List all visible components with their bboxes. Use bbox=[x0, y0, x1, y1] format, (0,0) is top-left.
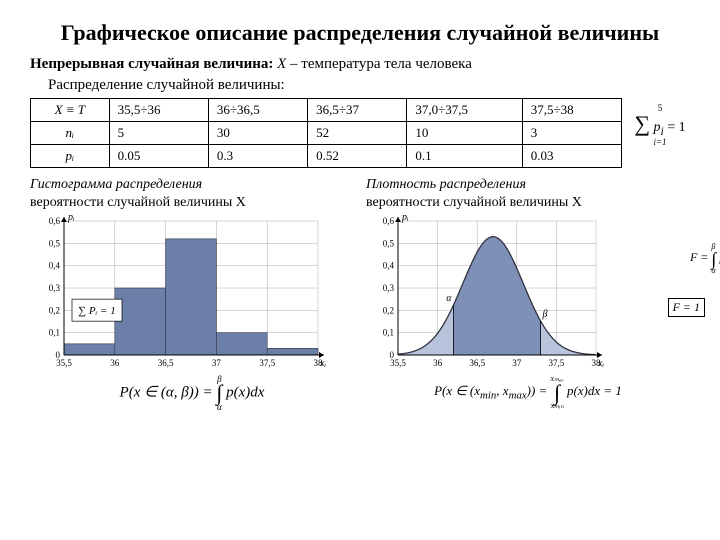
svg-text:36: 36 bbox=[433, 358, 443, 368]
subtitle-desc: – температура тела человека bbox=[290, 56, 472, 72]
subtitle: Непрерывная случайная величина: X – темп… bbox=[30, 56, 690, 73]
svg-text:∑ Pᵢ = 1: ∑ Pᵢ = 1 bbox=[78, 306, 115, 318]
sum-formula: 5 ∑ pi = 1 i=1 bbox=[630, 98, 690, 146]
density-side-formula-2: F = 1 bbox=[668, 298, 705, 317]
svg-text:35,5: 35,5 bbox=[56, 358, 72, 368]
density-chart: 00,10,20,30,40,50,635,53636,53737,538αβp… bbox=[366, 213, 690, 373]
svg-text:pᵢ: pᵢ bbox=[67, 213, 75, 223]
table-cell: 36÷36,5 bbox=[208, 99, 307, 122]
distribution-table: X ≡ T 35,5÷36 36÷36,5 36,5÷37 37,0÷37,5 … bbox=[30, 98, 622, 168]
svg-text:37,5: 37,5 bbox=[549, 358, 565, 368]
table-cell: 0.52 bbox=[308, 145, 407, 168]
svg-text:0,4: 0,4 bbox=[49, 261, 61, 271]
svg-text:xᵢ: xᵢ bbox=[597, 358, 604, 369]
svg-text:0,3: 0,3 bbox=[49, 283, 61, 293]
subtitle-label: Непрерывная случайная величина: bbox=[30, 56, 273, 72]
svg-text:0,5: 0,5 bbox=[49, 239, 61, 249]
subtitle2: Распределение случайной величины: bbox=[48, 77, 690, 94]
svg-text:0,2: 0,2 bbox=[49, 306, 60, 316]
svg-text:0,3: 0,3 bbox=[383, 283, 395, 293]
svg-text:36,5: 36,5 bbox=[469, 358, 485, 368]
table-row: nᵢ 5 30 52 10 3 bbox=[31, 122, 622, 145]
row-label: X ≡ T bbox=[31, 99, 110, 122]
density-title: Плотность распределения вероятности случ… bbox=[366, 176, 690, 211]
table-cell: 35,5÷36 bbox=[109, 99, 208, 122]
page-title: Графическое описание распределения случа… bbox=[30, 20, 690, 46]
svg-text:0,6: 0,6 bbox=[383, 216, 395, 226]
table-cell: 36,5÷37 bbox=[308, 99, 407, 122]
table-cell: 3 bbox=[522, 122, 621, 145]
histogram-title: Гистограмма распределения вероятности сл… bbox=[30, 176, 354, 211]
svg-text:37: 37 bbox=[512, 358, 522, 368]
table-cell: 30 bbox=[208, 122, 307, 145]
table-cell: 5 bbox=[109, 122, 208, 145]
table-row: pᵢ 0.05 0.3 0.52 0.1 0.03 bbox=[31, 145, 622, 168]
histogram-formula: P(x ∈ (α, β)) = β∫α p(x)dx bbox=[30, 375, 354, 411]
table-cell: 37,0÷37,5 bbox=[407, 99, 522, 122]
table-row: X ≡ T 35,5÷36 36÷36,5 36,5÷37 37,0÷37,5 … bbox=[31, 99, 622, 122]
svg-text:pᵢ: pᵢ bbox=[401, 213, 409, 223]
svg-text:xᵢ: xᵢ bbox=[319, 358, 326, 369]
row-label: pᵢ bbox=[31, 145, 110, 168]
density-formula: P(x ∈ (xmin, xmax)) = xₘₐₓ∫xₘᵢₙ p(x)dx =… bbox=[366, 375, 690, 409]
svg-text:37,5: 37,5 bbox=[259, 358, 275, 368]
density-side-formula-1: F = β∫α p(x)dx bbox=[690, 243, 720, 274]
svg-text:0,6: 0,6 bbox=[49, 216, 61, 226]
svg-text:35,5: 35,5 bbox=[390, 358, 406, 368]
table-cell: 0.3 bbox=[208, 145, 307, 168]
table-cell: 0.05 bbox=[109, 145, 208, 168]
row-label: nᵢ bbox=[31, 122, 110, 145]
table-cell: 0.03 bbox=[522, 145, 621, 168]
table-cell: 37,5÷38 bbox=[522, 99, 621, 122]
svg-text:0,1: 0,1 bbox=[383, 328, 394, 338]
svg-text:0,2: 0,2 bbox=[383, 306, 394, 316]
svg-text:0,4: 0,4 bbox=[383, 261, 395, 271]
table-cell: 10 bbox=[407, 122, 522, 145]
subtitle-var: X bbox=[277, 56, 286, 72]
svg-text:37: 37 bbox=[212, 358, 222, 368]
table-cell: 52 bbox=[308, 122, 407, 145]
svg-text:36,5: 36,5 bbox=[158, 358, 174, 368]
histogram-chart: 00,10,20,30,40,50,635,53636,53737,538pᵢx… bbox=[30, 213, 354, 373]
svg-text:β: β bbox=[542, 309, 548, 320]
svg-text:α: α bbox=[446, 294, 452, 305]
svg-text:0,1: 0,1 bbox=[49, 328, 60, 338]
svg-text:0,5: 0,5 bbox=[383, 239, 395, 249]
svg-text:36: 36 bbox=[110, 358, 120, 368]
table-cell: 0.1 bbox=[407, 145, 522, 168]
